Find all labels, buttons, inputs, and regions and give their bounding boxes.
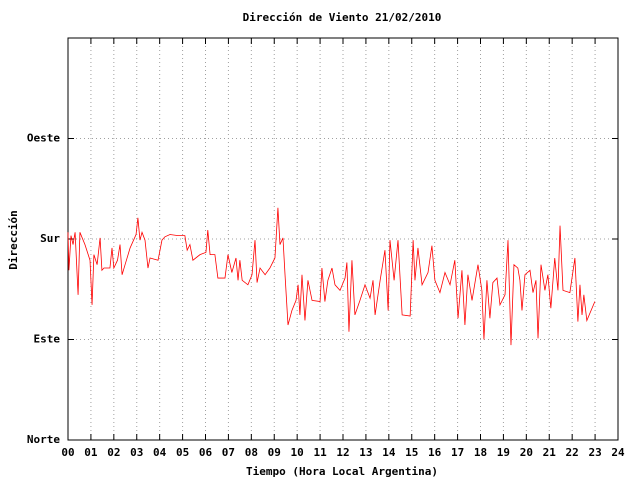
x-tick-label: 16 [428,446,442,459]
x-tick-label: 14 [382,446,396,459]
x-tick-label: 08 [245,446,258,459]
x-tick-label: 21 [543,446,557,459]
chart-title: Dirección de Viento 21/02/2010 [243,11,442,24]
x-axis-label: Tiempo (Hora Local Argentina) [246,465,438,478]
x-tick-label: 15 [405,446,418,459]
x-tick-label: 00 [61,446,74,459]
x-tick-label: 07 [222,446,235,459]
x-tick-label: 18 [474,446,487,459]
y-tick-label: Oeste [27,132,60,145]
x-tick-label: 20 [520,446,533,459]
y-axis-label: Dirección [7,210,20,270]
x-tick-label: 09 [268,446,281,459]
x-tick-label: 11 [313,446,327,459]
x-tick-label: 13 [359,446,372,459]
x-tick-label: 06 [199,446,213,459]
x-tick-label: 10 [291,446,304,459]
x-tick-label: 24 [611,446,625,459]
x-tick-label: 05 [176,446,189,459]
data-line [67,207,596,346]
x-tick-label: 23 [588,446,601,459]
y-tick-label: Sur [40,232,60,245]
x-tick-label: 01 [84,446,98,459]
x-tick-label: 02 [107,446,120,459]
y-tick-label: Este [34,333,61,346]
x-tick-label: 12 [336,446,349,459]
x-tick-label: 19 [497,446,510,459]
x-tick-label: 03 [130,446,143,459]
x-tick-label: 17 [451,446,464,459]
x-tick-label: 22 [566,446,579,459]
y-tick-label: Norte [27,433,60,446]
x-tick-label: 04 [153,446,167,459]
